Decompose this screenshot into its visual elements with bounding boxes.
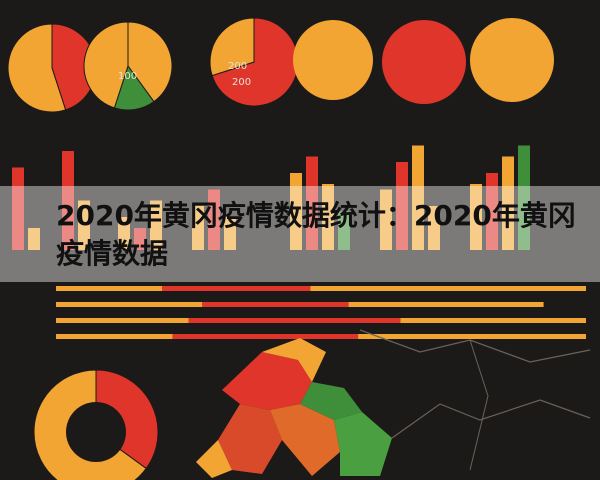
bar bbox=[380, 189, 392, 250]
top-pie-row bbox=[7, 17, 554, 113]
pie-slice bbox=[127, 21, 173, 103]
bar bbox=[224, 217, 236, 250]
bar bbox=[412, 145, 424, 250]
bar bbox=[12, 167, 24, 250]
bar bbox=[338, 211, 350, 250]
hbar-segment bbox=[56, 318, 189, 323]
vertical-bar-groups bbox=[12, 145, 530, 250]
hbar-segment bbox=[56, 286, 162, 291]
bar bbox=[290, 173, 302, 250]
hbar-segment bbox=[348, 302, 544, 307]
bar bbox=[306, 156, 318, 250]
bar bbox=[208, 189, 220, 250]
horizontal-bar-list bbox=[56, 286, 586, 339]
bar bbox=[470, 184, 482, 250]
bar bbox=[322, 184, 334, 250]
hbar-segment bbox=[310, 286, 586, 291]
map-region bbox=[334, 412, 392, 476]
donut-value-label: M bbox=[134, 407, 143, 418]
hbar-segment bbox=[358, 334, 586, 339]
hbar-segment bbox=[56, 334, 173, 339]
bar bbox=[150, 200, 162, 250]
pie-value-label: 100 bbox=[64, 47, 84, 58]
bar bbox=[486, 173, 498, 250]
bar bbox=[396, 162, 408, 250]
bar bbox=[118, 217, 130, 250]
map-region bbox=[300, 382, 362, 420]
hbar-segment bbox=[162, 286, 311, 291]
hbar-segment bbox=[400, 318, 586, 323]
map-region bbox=[270, 404, 340, 476]
pie-slice bbox=[211, 17, 299, 107]
pie-slice bbox=[83, 21, 129, 109]
bar bbox=[78, 200, 90, 250]
overlay-title: 2020年黄冈疫情数据统计：2020年黄冈疫情数据 bbox=[56, 199, 576, 270]
hbar-segment bbox=[172, 334, 359, 339]
bar bbox=[134, 228, 146, 250]
pie-slice bbox=[209, 17, 255, 77]
hbar-segment bbox=[202, 302, 349, 307]
map-region bbox=[262, 338, 326, 382]
pie-value-label: 200 bbox=[232, 77, 252, 88]
bar bbox=[502, 156, 514, 250]
donut-slice-hole bbox=[66, 402, 126, 462]
donut-slice bbox=[95, 369, 159, 470]
bar bbox=[192, 206, 204, 250]
hbar-segment bbox=[56, 302, 203, 307]
pie-slice bbox=[293, 20, 373, 100]
map-road bbox=[391, 399, 591, 439]
title-overlay bbox=[0, 186, 600, 282]
map-region bbox=[222, 352, 312, 410]
map-road bbox=[469, 339, 489, 471]
region-map bbox=[196, 329, 591, 478]
pie-slice bbox=[470, 18, 554, 102]
bar bbox=[428, 206, 440, 250]
pie-value-label: 100 bbox=[118, 71, 138, 82]
pie-slice bbox=[382, 20, 466, 104]
bar bbox=[518, 145, 530, 250]
pie-value-label: 200 bbox=[228, 61, 248, 72]
bar bbox=[28, 228, 40, 250]
bar bbox=[62, 151, 74, 250]
bottom-donut-chart bbox=[33, 369, 159, 480]
pie-slice bbox=[7, 23, 67, 113]
map-region bbox=[196, 440, 232, 478]
map-region bbox=[218, 404, 282, 474]
hbar-segment bbox=[188, 318, 401, 323]
